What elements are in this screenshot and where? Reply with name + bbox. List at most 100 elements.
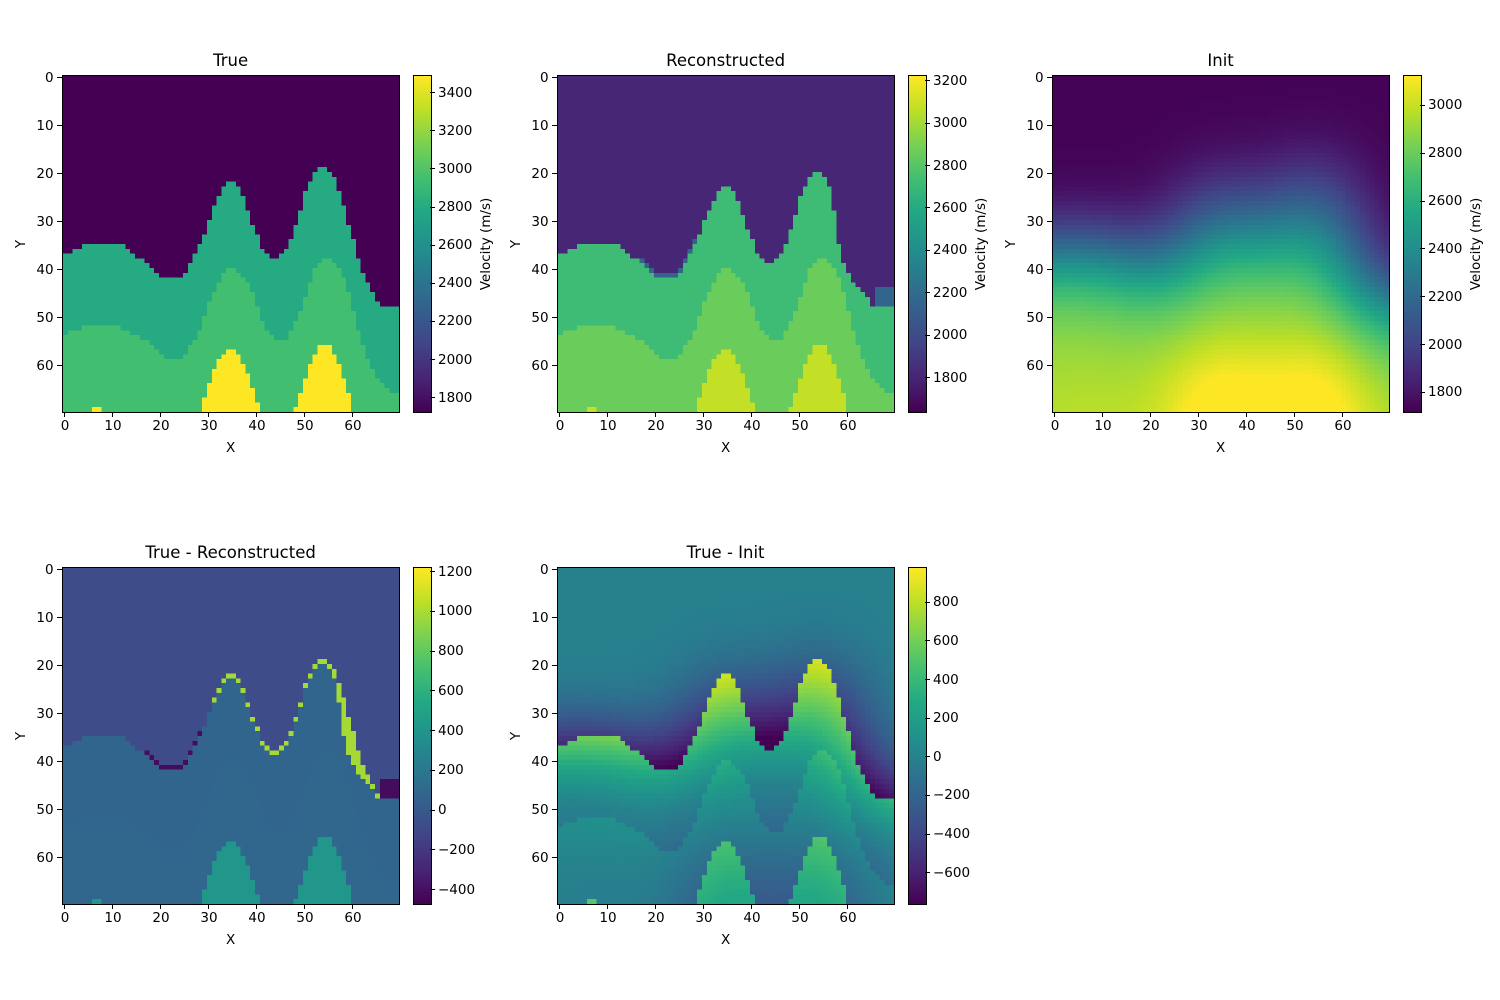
colorbar-gradient bbox=[1403, 75, 1421, 412]
colorbar-true: 1800 2000 2200 2400 2600 2800 3000 3200 3400 bbox=[412, 74, 472, 413]
x-axis-label: X bbox=[1215, 439, 1226, 456]
colorbar-tick bbox=[429, 650, 435, 652]
colorbar-frame bbox=[907, 74, 927, 413]
colorbar-frame bbox=[412, 74, 432, 413]
y-tick-label: 60 bbox=[531, 357, 549, 374]
y-tick bbox=[56, 809, 62, 811]
x-tick-label: 40 bbox=[743, 909, 761, 926]
colorbar-tick-label: 2200 bbox=[437, 313, 473, 330]
colorbar-tick-label: 2000 bbox=[932, 327, 968, 344]
x-tick-label: 10 bbox=[599, 417, 617, 434]
y-tick-label: 50 bbox=[36, 309, 54, 326]
colorbar-tick bbox=[429, 359, 435, 361]
x-tick bbox=[256, 411, 258, 417]
colorbar-label: Velocity (m/s) bbox=[477, 197, 494, 290]
colorbar-tick-label: 3000 bbox=[1427, 97, 1463, 114]
y-tick-label: 50 bbox=[1026, 309, 1044, 326]
y-tick-label: 0 bbox=[540, 562, 549, 578]
x-tick-label: 50 bbox=[791, 909, 809, 926]
x-tick-label: 40 bbox=[743, 417, 761, 434]
x-tick bbox=[352, 903, 354, 909]
colorbar-tick bbox=[924, 334, 930, 336]
x-tick bbox=[112, 411, 114, 417]
x-tick-label: 20 bbox=[647, 909, 665, 926]
colorbar-tick bbox=[429, 889, 435, 891]
colorbar-tick-label: 1800 bbox=[932, 369, 968, 386]
x-tick-label: 30 bbox=[200, 909, 218, 926]
y-tick-label: 10 bbox=[36, 609, 54, 626]
x-tick bbox=[847, 903, 849, 909]
x-tick-label: 50 bbox=[296, 417, 314, 434]
colorbar-tick-label: 2000 bbox=[1427, 336, 1463, 353]
x-tick-label: 10 bbox=[104, 909, 122, 926]
colorbar-init: 1800 2000 2200 2400 2600 2800 3000 bbox=[1402, 74, 1462, 413]
y-tick-label: 30 bbox=[36, 213, 54, 230]
y-tick-label: 20 bbox=[1026, 165, 1044, 182]
y-tick-label: 40 bbox=[531, 753, 549, 770]
colorbar-tick bbox=[429, 610, 435, 612]
y-tick-label: 40 bbox=[1026, 261, 1044, 278]
colorbar-tick-label: 2000 bbox=[437, 351, 473, 368]
y-tick bbox=[1046, 125, 1052, 127]
colorbar-tick-label: 2800 bbox=[437, 199, 473, 216]
x-tick-label: 0 bbox=[555, 909, 565, 926]
colorbar-gradient bbox=[908, 567, 926, 904]
y-tick-label: 10 bbox=[36, 117, 54, 134]
colorbar-tick bbox=[429, 690, 435, 692]
colorbar-tick bbox=[924, 717, 930, 719]
x-tick bbox=[208, 903, 210, 909]
y-tick bbox=[56, 857, 62, 859]
colorbar-tick-label: 400 bbox=[437, 722, 464, 739]
panel-title: True - Reconstructed bbox=[145, 542, 316, 562]
colorbar-tick-label: 2800 bbox=[1427, 145, 1463, 162]
colorbar-tick bbox=[429, 769, 435, 771]
colorbar-tick bbox=[429, 397, 435, 399]
x-tick bbox=[1198, 411, 1200, 417]
colorbar-tick bbox=[429, 130, 435, 132]
panel-ti: True - Init 0 10 20 30 40 50 60 0 10 20 30 40 50 60 X Y −… bbox=[508, 543, 970, 948]
x-tick bbox=[703, 411, 705, 417]
colorbar-tick bbox=[924, 122, 930, 124]
y-tick-label: 0 bbox=[1035, 70, 1044, 86]
y-tick-label: 20 bbox=[36, 165, 54, 182]
x-tick bbox=[304, 903, 306, 909]
colorbar-tick bbox=[429, 320, 435, 322]
x-tick-label: 30 bbox=[695, 909, 713, 926]
x-tick bbox=[1246, 411, 1248, 417]
x-tick bbox=[208, 411, 210, 417]
colorbar-tick bbox=[924, 794, 930, 796]
colorbar-tick-label: −200 bbox=[437, 841, 476, 858]
x-tick-label: 60 bbox=[839, 909, 857, 926]
colorbar-tick-label: 800 bbox=[932, 594, 959, 611]
colorbar-tick bbox=[1419, 104, 1425, 106]
colorbar-tick bbox=[924, 679, 930, 681]
x-axis-label: X bbox=[225, 931, 236, 948]
colorbar-tick bbox=[429, 809, 435, 811]
x-tick bbox=[1054, 411, 1056, 417]
x-tick bbox=[1342, 411, 1344, 417]
colorbar-recon: 1800 2000 2200 2400 2600 2800 3000 3200 bbox=[907, 74, 967, 413]
x-tick-label: 60 bbox=[344, 417, 362, 434]
y-tick bbox=[551, 761, 557, 763]
colorbar-tick bbox=[924, 377, 930, 379]
colorbar-tick-label: 3200 bbox=[437, 122, 473, 139]
x-tick bbox=[256, 903, 258, 909]
colorbar-tick-label: 3200 bbox=[932, 72, 968, 89]
x-tick-label: 20 bbox=[152, 417, 170, 434]
colorbar-tick-label: 600 bbox=[437, 682, 464, 699]
heatmap-init bbox=[1052, 75, 1389, 412]
colorbar-tick bbox=[429, 168, 435, 170]
colorbar-tick-label: 2200 bbox=[932, 284, 968, 301]
y-tick-label: 20 bbox=[531, 657, 549, 674]
y-tick-label: 20 bbox=[36, 657, 54, 674]
x-tick bbox=[64, 903, 66, 909]
colorbar-tick-label: 1800 bbox=[1427, 384, 1463, 401]
y-axis-label: Y bbox=[507, 239, 524, 248]
x-tick-label: 20 bbox=[152, 909, 170, 926]
x-tick-label: 20 bbox=[647, 417, 665, 434]
colorbar-tick-label: 2600 bbox=[932, 199, 968, 216]
colorbar-frame bbox=[907, 566, 927, 905]
colorbar-gradient bbox=[908, 75, 926, 412]
y-tick bbox=[56, 665, 62, 667]
x-tick-label: 30 bbox=[200, 417, 218, 434]
